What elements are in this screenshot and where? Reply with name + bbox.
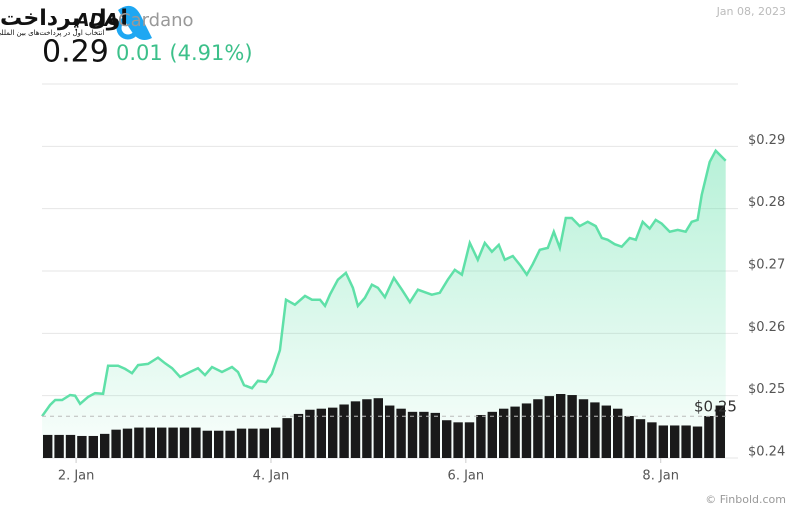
volume-bar — [544, 396, 554, 458]
volume-bar — [521, 403, 532, 458]
y-tick-label: $0.29 — [748, 133, 785, 148]
volume-bar — [100, 433, 110, 458]
volume-bar — [54, 434, 64, 458]
volume-bar — [339, 404, 349, 458]
volume-bar — [88, 435, 98, 458]
volume-bar — [590, 402, 600, 458]
volume-bar — [704, 416, 714, 458]
volume-bar — [533, 399, 543, 458]
volume-bar — [670, 425, 680, 458]
price-change: 0.01 (4.91%) — [116, 41, 253, 65]
logo: اول پرداخت ADA انتخاب اول در پرداخت‌های … — [0, 5, 152, 41]
date: Jan 08, 2023 — [716, 5, 786, 18]
volume-bar — [43, 434, 53, 458]
volume-bar — [647, 422, 657, 458]
volume-bar — [134, 427, 144, 458]
logo-tagline: انتخاب اول در پرداخت‌های بین المللی — [0, 29, 104, 37]
volume-bar — [499, 408, 509, 458]
volume-bar — [442, 420, 452, 458]
volume-bar — [202, 430, 212, 458]
volume-bar — [111, 429, 121, 458]
volume-bar — [214, 430, 224, 458]
volume-bar — [373, 398, 383, 458]
x-tick-label: 6. Jan — [448, 469, 485, 484]
volume-bar — [681, 425, 691, 458]
volume-bar — [510, 406, 520, 458]
price: 0.29 — [42, 35, 109, 70]
volume-bar — [191, 427, 201, 458]
volume-bar — [396, 408, 406, 458]
x-tick-label: 4. Jan — [253, 469, 290, 484]
logo-ring — [116, 16, 140, 40]
logo-text: اول پرداخت — [0, 6, 128, 31]
volume-bar — [613, 408, 623, 458]
volume-bar — [556, 394, 566, 458]
volume-bar — [430, 412, 440, 458]
volume-bar — [464, 422, 475, 458]
volume-bar — [407, 411, 418, 458]
volume-bar — [236, 428, 247, 458]
volume-bar — [282, 418, 292, 458]
volume-bar — [259, 428, 269, 458]
volume-bar — [385, 405, 395, 458]
volume-bar — [316, 408, 326, 458]
price-line — [41, 148, 727, 417]
volume-bar — [715, 405, 725, 458]
volume-bar — [487, 411, 497, 458]
volume-bar — [305, 409, 315, 458]
volume-bar — [635, 419, 646, 458]
y-tick-label: $0.26 — [748, 320, 785, 335]
volume-bar — [624, 416, 634, 458]
volume-bar — [77, 435, 87, 458]
volume-bar — [350, 401, 361, 458]
y-tick-label: $0.27 — [748, 258, 785, 273]
volume-bar — [293, 413, 304, 458]
volume-bar — [122, 428, 133, 458]
volume-bar — [168, 427, 178, 458]
y-tick-label: $0.25 — [748, 382, 785, 397]
y-tick-label: $0.28 — [748, 195, 785, 210]
volume-bar — [658, 425, 668, 458]
y-tick-label: $0.24 — [748, 445, 785, 460]
volume-bar — [362, 399, 372, 458]
volume-bar — [578, 399, 589, 458]
credit: © Finbold.com — [705, 493, 786, 506]
volume-bar — [145, 427, 155, 458]
volume-bar — [601, 405, 611, 458]
volume-bar — [225, 430, 235, 458]
volume-bar — [692, 426, 703, 458]
volume-bar — [453, 422, 463, 458]
x-tick-label: 8. Jan — [642, 469, 679, 484]
x-tick-label: 2. Jan — [58, 469, 95, 484]
volume-bar — [157, 427, 167, 458]
volume-bar — [476, 414, 486, 458]
area-fill — [42, 150, 726, 458]
volume-bar — [65, 434, 76, 458]
reference-label: $0.25 — [694, 398, 737, 416]
volume-bar — [419, 411, 429, 458]
volume-bar — [567, 395, 577, 458]
volume-bar — [248, 428, 258, 458]
asset-name: Cardano — [118, 10, 194, 31]
volume-bar — [328, 407, 338, 458]
volume-bar — [271, 427, 281, 458]
logo-ada: ADA — [74, 10, 119, 31]
volume-bar — [179, 427, 190, 458]
